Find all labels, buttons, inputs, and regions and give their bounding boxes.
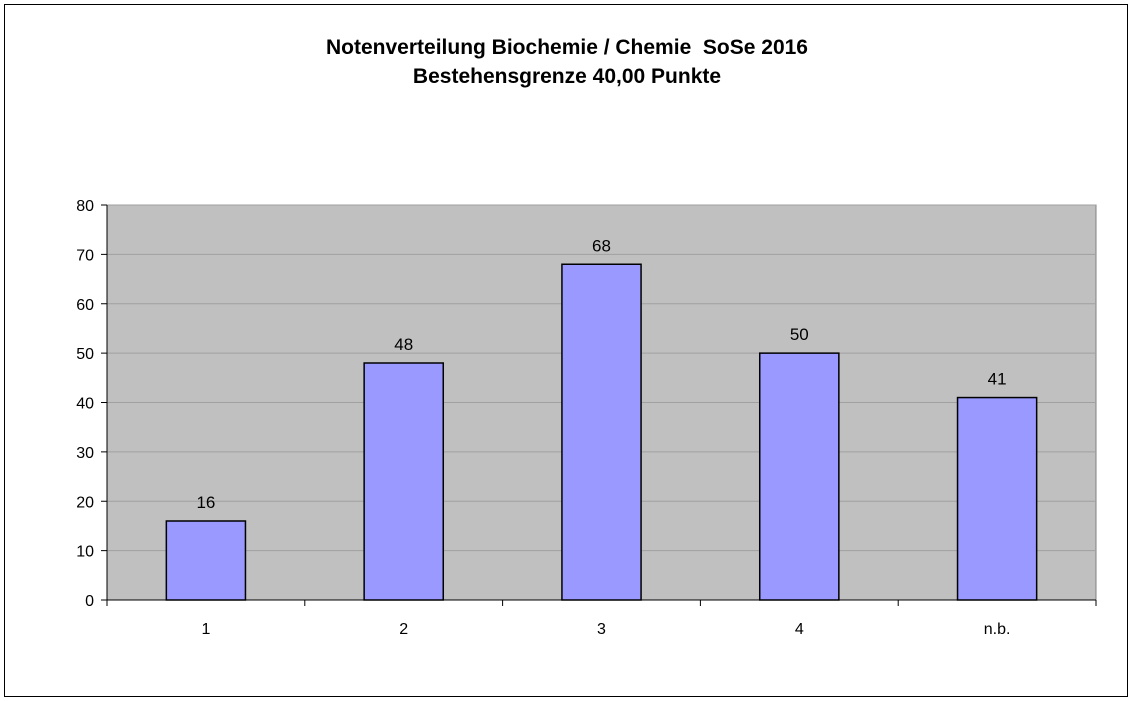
y-tick-label: 0 [85,593,94,610]
chart-subtitle: Bestehensgrenze 40,00 Punkte [412,65,722,88]
data-labels: 16 48 68 50 41 [196,236,1006,512]
y-tick-label: 70 [76,247,94,264]
data-label: 16 [196,493,215,512]
data-label: 68 [592,236,611,255]
x-tick-label: n.b. [984,621,1011,638]
bar-4 [758,352,840,601]
y-tick-label: 40 [76,396,94,413]
bar-3 [561,263,642,601]
chart-title: Notenverteilung Biochemie / Chemie SoSe … [326,36,808,59]
x-tick-label: 2 [399,621,408,638]
data-label: 41 [988,370,1007,389]
bar-2 [363,362,445,601]
y-tick-label: 80 [76,198,94,215]
bar-n.b. [956,396,1038,601]
data-label: 50 [790,325,809,344]
y-tick-label: 10 [76,544,94,561]
x-tick-label: 1 [201,621,210,638]
x-tick-label: 4 [795,621,804,638]
data-label: 48 [394,335,413,354]
axes: 0 10 20 30 40 50 60 70 80 1 2 3 4 n.b. [76,198,1097,638]
bar-1 [165,520,247,601]
chart-title-block: Notenverteilung Biochemie / Chemie SoSe … [0,33,1134,91]
y-tick-label: 20 [76,494,94,511]
y-tick-label: 30 [76,445,94,462]
y-tick-label: 60 [76,297,94,314]
y-tick-label: 50 [76,346,94,363]
x-tick-label: 3 [597,621,606,638]
